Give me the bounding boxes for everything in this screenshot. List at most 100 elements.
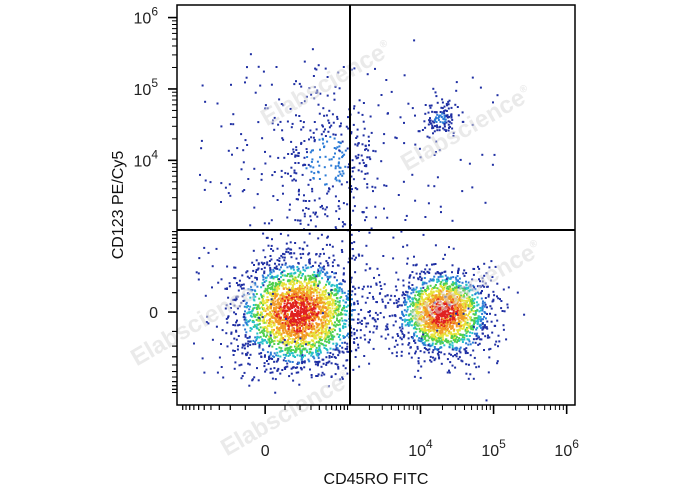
event-dot bbox=[429, 326, 432, 328]
event-dot bbox=[463, 305, 465, 308]
event-dot bbox=[316, 294, 319, 297]
event-dot bbox=[489, 347, 492, 350]
event-dot bbox=[460, 294, 462, 297]
event-dot bbox=[451, 336, 454, 339]
event-dot bbox=[433, 335, 436, 338]
event-dot bbox=[418, 305, 421, 308]
event-dot bbox=[396, 306, 399, 308]
event-dot bbox=[321, 325, 324, 327]
event-dot bbox=[298, 322, 301, 325]
event-dot bbox=[238, 305, 241, 308]
event-dot bbox=[330, 288, 333, 291]
event-dot bbox=[198, 257, 201, 260]
event-dot bbox=[310, 326, 313, 328]
event-dot bbox=[444, 118, 447, 121]
event-dot bbox=[367, 149, 370, 152]
event-dot bbox=[306, 307, 309, 310]
event-dot bbox=[330, 292, 333, 294]
event-dot bbox=[313, 298, 316, 301]
event-dot bbox=[276, 283, 279, 286]
event-dot bbox=[282, 287, 285, 290]
event-dot bbox=[415, 263, 418, 266]
event-dot bbox=[446, 280, 448, 283]
event-dot bbox=[312, 339, 314, 342]
event-dot bbox=[308, 316, 311, 319]
event-dot bbox=[430, 360, 433, 363]
event-dot bbox=[343, 336, 346, 339]
event-dot bbox=[456, 314, 459, 316]
event-dot bbox=[275, 321, 278, 324]
event-dot bbox=[431, 300, 434, 303]
event-dot bbox=[298, 361, 301, 364]
event-dot bbox=[315, 128, 318, 131]
event-dot bbox=[308, 279, 311, 282]
event-dot bbox=[299, 302, 302, 305]
event-dot bbox=[272, 291, 274, 293]
event-dot bbox=[462, 303, 464, 306]
event-dot bbox=[316, 271, 319, 274]
event-dot bbox=[438, 310, 441, 313]
event-dot bbox=[369, 285, 372, 288]
event-dot bbox=[403, 121, 405, 124]
event-dot bbox=[458, 291, 461, 294]
event-dot bbox=[277, 301, 279, 304]
event-dot bbox=[274, 300, 277, 303]
event-dot bbox=[419, 272, 422, 275]
event-dot bbox=[236, 319, 238, 322]
event-dot bbox=[494, 265, 497, 268]
event-dot bbox=[326, 140, 329, 143]
event-dot bbox=[309, 151, 312, 154]
event-dot bbox=[426, 135, 429, 138]
event-dot bbox=[459, 297, 462, 300]
event-dot bbox=[265, 314, 268, 317]
event-dot bbox=[324, 213, 327, 216]
event-dot bbox=[269, 371, 272, 374]
event-dot bbox=[288, 309, 290, 312]
event-dot bbox=[275, 305, 278, 308]
event-dot bbox=[452, 355, 455, 358]
event-dot bbox=[338, 319, 341, 322]
event-dot bbox=[368, 156, 371, 159]
event-dot bbox=[305, 318, 308, 321]
event-dot bbox=[471, 303, 474, 306]
event-dot bbox=[403, 303, 406, 306]
event-dot bbox=[269, 293, 271, 296]
event-dot bbox=[309, 351, 312, 354]
event-dot bbox=[271, 320, 274, 323]
event-dot bbox=[417, 299, 420, 301]
event-dot bbox=[466, 352, 469, 354]
event-dot bbox=[323, 294, 325, 296]
event-dot bbox=[429, 117, 431, 120]
event-dot bbox=[294, 219, 297, 222]
event-dot bbox=[436, 101, 439, 104]
event-dot bbox=[438, 339, 441, 342]
event-dot bbox=[317, 64, 320, 67]
event-dot bbox=[319, 350, 322, 353]
event-dot bbox=[276, 276, 278, 278]
event-dot bbox=[429, 106, 432, 109]
event-dot bbox=[321, 306, 324, 309]
event-dot bbox=[287, 299, 290, 302]
event-dot bbox=[265, 304, 268, 307]
event-dot bbox=[412, 304, 414, 307]
event-dot bbox=[468, 285, 471, 288]
event-dot bbox=[443, 112, 446, 115]
event-dot bbox=[332, 121, 335, 124]
event-dot bbox=[236, 324, 239, 327]
event-dot bbox=[308, 288, 311, 291]
event-dot bbox=[354, 155, 357, 158]
event-dot bbox=[306, 286, 309, 288]
event-dot bbox=[310, 305, 313, 308]
event-dot bbox=[444, 338, 447, 341]
event-dot bbox=[336, 284, 338, 287]
event-dot bbox=[325, 312, 328, 315]
event-dot bbox=[325, 307, 327, 310]
event-dot bbox=[313, 316, 316, 319]
event-dot bbox=[440, 318, 443, 321]
event-dot bbox=[446, 301, 449, 304]
event-dot bbox=[333, 276, 336, 279]
event-dot bbox=[341, 377, 344, 380]
event-dot bbox=[351, 248, 354, 251]
event-dot bbox=[249, 305, 252, 308]
event-dot bbox=[260, 311, 262, 314]
